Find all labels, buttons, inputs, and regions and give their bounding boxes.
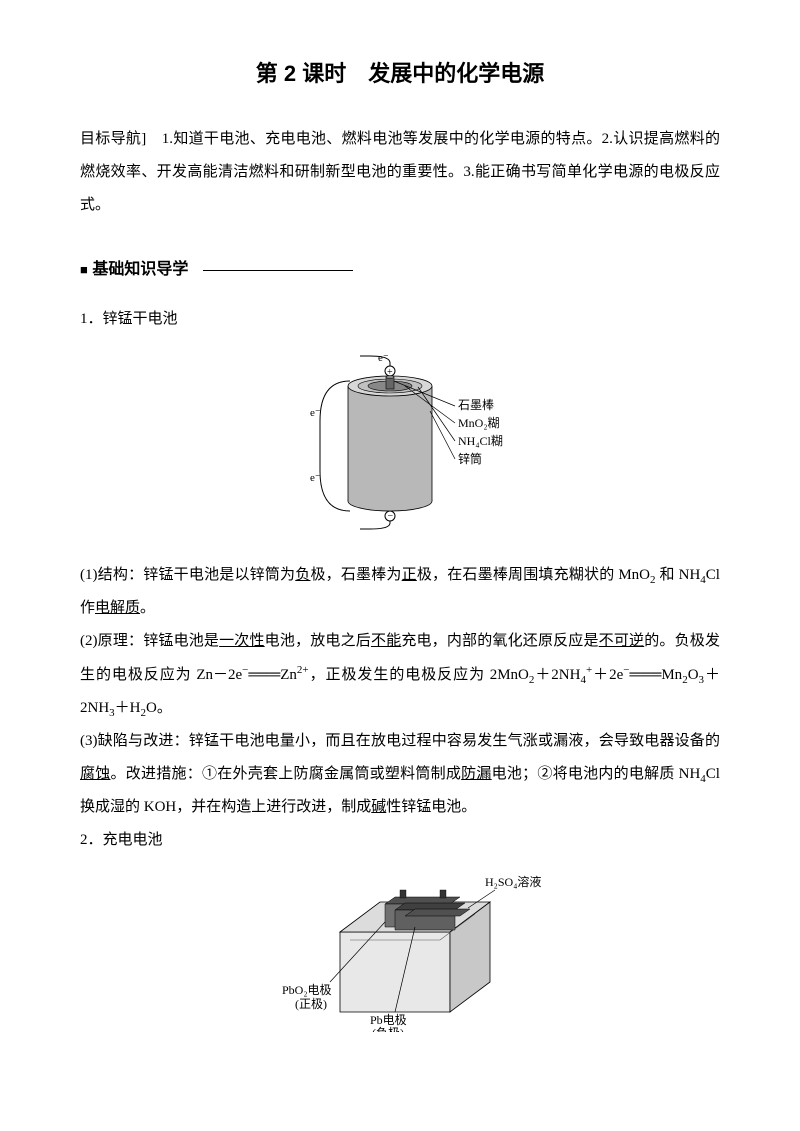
label-graphite: 石墨棒 <box>458 398 494 412</box>
section-header: ■ 基础知识导学 <box>80 252 720 287</box>
label-e-left: e⁻ <box>310 407 321 419</box>
para-1-3: (3)缺陷与改进：锌锰干电池电量小，而且在放电过程中容易发生气涨或漏液，会导致电… <box>80 725 720 824</box>
label-pbo2: PbO₂电极 <box>282 983 332 997</box>
subsection-2-heading: 2．充电电池 <box>80 824 720 857</box>
label-mno2: MnO₂糊 <box>458 415 500 430</box>
subsection-1-heading: 1．锌锰干电池 <box>80 303 720 336</box>
svg-text:−: − <box>388 511 394 522</box>
divider-line <box>203 270 353 271</box>
section-header-label: 基础知识导学 <box>92 261 188 278</box>
battery-diagram-1: e⁻ e⁻ e⁻ + − 石墨棒 MnO₂糊 NH₄Cl糊 锌筒 <box>80 351 720 544</box>
label-e-top: e⁻ <box>378 352 389 364</box>
battery-diagram-2: H₂SO₄溶液 PbO₂电极 (正极) Pb电极 (负极) <box>80 872 720 1045</box>
bullet-icon: ■ <box>80 262 88 277</box>
para-1-2: (2)原理：锌锰电池是一次性电池，放电之后不能充电，内部的氧化还原反应是不可逆的… <box>80 625 720 725</box>
label-e-left2: e⁻ <box>310 472 321 484</box>
label-zn: 锌筒 <box>458 451 482 466</box>
intro-text: 目标导航] 1.知道干电池、充电电池、燃料电池等发展中的化学电源的特点。2.认识… <box>80 123 720 222</box>
label-pbo2-sub: (正极) <box>295 997 327 1011</box>
label-pb-sub: (负极) <box>372 1026 404 1032</box>
label-nh4cl: NH₄Cl糊 <box>458 433 503 448</box>
page-title: 第 2 课时 发展中的化学电源 <box>80 50 720 98</box>
para-1-1: (1)结构：锌锰干电池是以锌筒为负极，石墨棒为正极，在石墨棒周围填充糊状的 Mn… <box>80 559 720 625</box>
label-pb: Pb电极 <box>370 1013 407 1027</box>
label-h2so4: H₂SO₄溶液 <box>485 874 541 889</box>
